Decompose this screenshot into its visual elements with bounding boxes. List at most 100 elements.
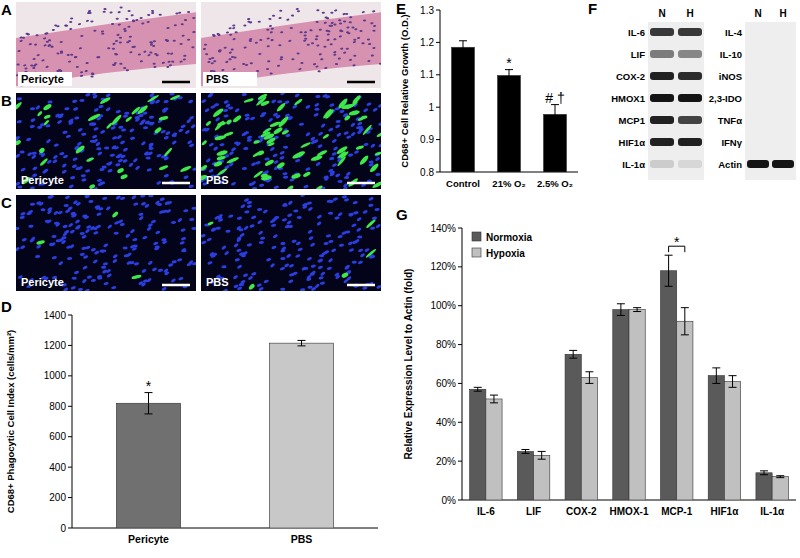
micrograph [201,93,381,189]
nucleus [21,238,27,242]
nucleus [86,225,92,229]
nucleus [76,141,82,147]
nucleus [300,195,306,198]
nucleus [351,223,357,228]
nucleus [74,270,80,275]
nucleus [279,150,285,155]
bar [470,389,486,500]
nucleus [309,29,312,31]
nucleus [272,153,278,158]
nucleus [326,266,332,270]
nucleus [357,37,361,40]
nucleus [235,31,238,33]
nucleus [204,44,207,46]
nucleus [36,201,42,205]
nucleus [319,29,322,31]
nucleus [349,16,352,18]
nucleus [112,258,118,263]
nucleus [56,52,59,54]
nucleus [106,273,112,278]
stain [276,161,286,169]
panel-letter: F [588,0,597,17]
nucleus [328,258,334,264]
stain [39,158,48,167]
y-tick-label: 600 [49,431,66,442]
nucleus [346,48,349,50]
nucleus [141,22,144,24]
nucleus [316,214,322,219]
nucleus [204,108,210,113]
stain [37,110,43,116]
nucleus [213,60,216,62]
stain [260,100,270,107]
nucleus [129,228,135,233]
nucleus [148,142,154,146]
nucleus [313,113,319,118]
nucleus [315,21,318,23]
error-bar [521,449,529,453]
nucleus [247,135,253,140]
nucleus [97,56,100,59]
nucleus [36,244,42,249]
nucleus [286,18,289,21]
nucleus [131,46,134,48]
y-tick-label: 40% [436,417,456,428]
nucleus [342,195,348,199]
nucleus [138,53,141,55]
nucleus [277,100,282,103]
nucleus [30,118,36,123]
nucleus [67,257,72,260]
nucleus [353,41,357,44]
nucleus [48,195,54,199]
nucleus [160,129,166,134]
nucleus [372,30,375,32]
nucleus [320,58,323,60]
nucleus [239,232,245,237]
nucleus [378,122,381,127]
y-tick [68,528,72,529]
nucleus [282,202,288,207]
nucleus [105,206,111,212]
lane-label: H [779,8,786,19]
nucleus [310,242,316,247]
nucleus [192,167,196,171]
lane-label: N [754,8,761,19]
nucleus [36,54,40,57]
nucleus [315,65,318,67]
image-label: PBS [206,73,229,85]
plot-area [470,255,789,500]
nucleus [299,31,302,33]
nucleus [349,59,352,61]
nucleus [187,11,190,13]
nucleus [379,63,381,65]
nucleus [368,196,374,201]
stain [216,155,226,161]
nucleus [112,136,118,140]
nucleus [45,32,48,35]
stain [154,126,163,134]
error-bar [298,340,306,345]
nucleus [349,21,352,23]
nucleus [70,176,76,180]
nucleus [225,61,229,64]
nucleus [303,34,306,36]
nucleus [80,75,83,77]
nucleus [183,175,189,180]
nucleus [280,266,286,270]
nucleus [122,159,128,164]
nucleus [119,37,122,39]
nucleus [183,58,186,60]
nucleus [120,223,126,227]
nucleus [142,235,148,239]
nucleus [280,58,283,60]
nucleus [43,37,47,40]
nucleus [86,20,90,23]
nucleus [263,279,269,283]
band [678,72,702,80]
nucleus [291,239,297,243]
nucleus [212,35,216,38]
nucleus [228,58,231,60]
nucleus [234,258,240,262]
nucleus [171,134,176,137]
nucleus [81,278,87,284]
